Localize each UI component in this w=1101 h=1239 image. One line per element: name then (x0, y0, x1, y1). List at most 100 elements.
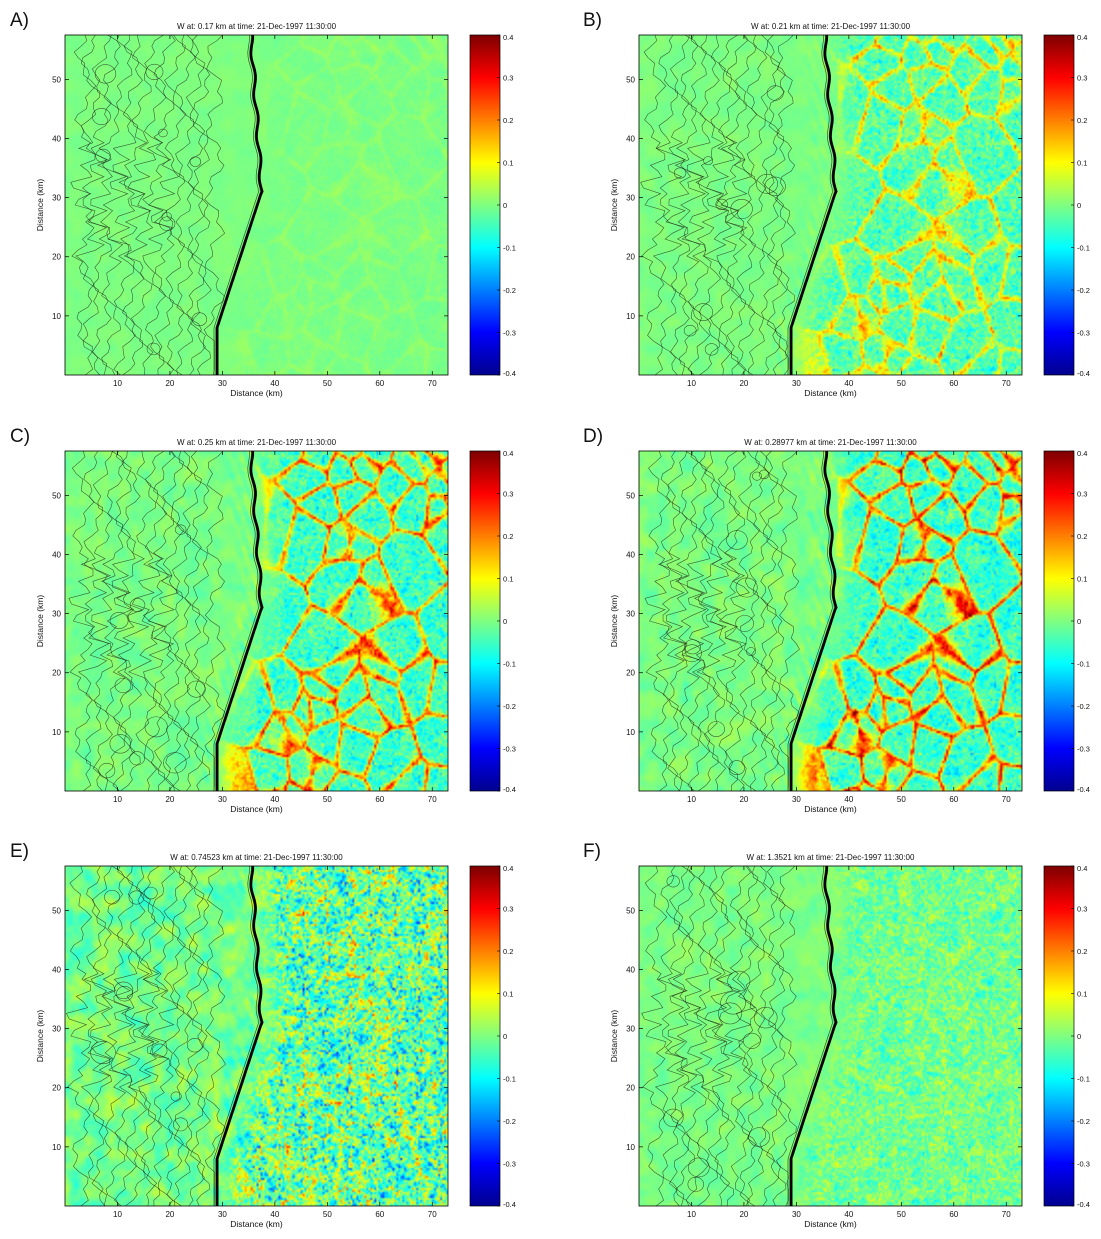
terrain-contour-ring (186, 680, 206, 698)
terrain-contour-ring (172, 1117, 189, 1132)
colorbar-tick-label: -0.1 (503, 1075, 516, 1084)
terrain-contour-ring (742, 1032, 761, 1049)
terrain-contour-ring (186, 1038, 203, 1053)
colorbar-tick-label: 0.3 (1077, 490, 1087, 499)
terrain-contour-ring (727, 970, 751, 992)
y-axis-label: Distance (km) (609, 1010, 619, 1063)
x-axis-label: Distance (km) (230, 804, 283, 814)
terrain-contour-ring (663, 1108, 684, 1128)
x-tick-label: 70 (428, 795, 437, 804)
y-axis-label: Distance (km) (609, 595, 619, 648)
y-tick-label: 20 (52, 1084, 61, 1093)
terrain-contour-ring (766, 85, 784, 101)
colorbar (1044, 35, 1074, 375)
colorbar-tick-label: 0 (1077, 617, 1081, 626)
colorbar-tick-label: 0.1 (503, 575, 513, 584)
x-tick-label: 20 (739, 795, 748, 804)
x-axis-label: Distance (km) (230, 1219, 283, 1229)
terrain-contour-line (190, 865, 211, 1207)
terrain-contour-line (121, 865, 155, 1207)
terrain-contour-line (759, 450, 780, 792)
terrain-contour-line (735, 34, 758, 376)
y-tick-label: 30 (626, 1025, 635, 1034)
colorbar-tick-label: 0.4 (1077, 864, 1087, 873)
x-tick-label: 10 (687, 795, 696, 804)
terrain-contour-ring (143, 886, 158, 900)
axes-frame (638, 865, 1023, 1207)
y-axis-label: Distance (km) (35, 595, 45, 648)
colorbar-tick-label: -0.3 (1077, 329, 1090, 338)
colorbar-tick-label: -0.2 (503, 286, 516, 295)
terrain-contour-line (681, 450, 711, 792)
terrain-contour-ring (735, 615, 754, 632)
terrain-contours (641, 865, 835, 1207)
terrain-contour-ring (673, 167, 687, 179)
panel-c: C) W at: 0.25 km at time: 21-Dec-1997 11:… (10, 426, 516, 814)
coastline (215, 35, 264, 375)
colorbar-tick-label: 0.1 (503, 159, 513, 168)
y-tick-label: 10 (52, 728, 61, 737)
x-tick-label: 40 (270, 379, 279, 388)
terrain-contour-line (147, 450, 179, 792)
panel-a: A) W at: 0.17 km at time: 21-Dec-1997 11:… (10, 10, 516, 398)
y-tick-label: 50 (626, 906, 635, 915)
terrain-contour-line (97, 34, 129, 376)
terrain-contour-line (655, 450, 689, 792)
colorbar-tick-label: -0.4 (503, 369, 516, 378)
x-axis-label: Distance (km) (804, 804, 857, 814)
terrain-contour-ring (109, 612, 129, 629)
terrain-contours (70, 34, 261, 376)
x-tick-label: 70 (428, 379, 437, 388)
terrain-contour-line (107, 34, 137, 376)
x-tick-label: 50 (323, 795, 332, 804)
terrain-contour-ring (726, 530, 748, 550)
terrain-contour-line (189, 450, 211, 792)
terrain-contour-line (100, 450, 133, 792)
terrain-contour-line (147, 865, 179, 1207)
y-tick-label: 20 (626, 253, 635, 262)
y-tick-label: 50 (52, 75, 61, 84)
terrain-contour-line (116, 450, 150, 792)
terrain-contour-line (203, 34, 226, 376)
panel-letter: E) (10, 841, 29, 862)
x-tick-label: 50 (897, 1210, 906, 1219)
terrain-contour-line (681, 34, 711, 376)
terrain-contour-ring (748, 1127, 770, 1147)
x-tick-label: 50 (323, 1210, 332, 1219)
y-tick-label: 50 (52, 491, 61, 500)
terrain-contour-line (736, 865, 759, 1207)
terrain-contour-line (123, 34, 157, 376)
x-tick-label: 10 (113, 1210, 122, 1219)
colorbar-tick-label: -0.1 (1077, 660, 1090, 669)
x-tick-label: 30 (218, 795, 227, 804)
y-tick-label: 20 (52, 253, 61, 262)
x-tick-label: 30 (218, 379, 227, 388)
terrain-contour-line (142, 450, 175, 792)
x-tick-label: 20 (165, 379, 174, 388)
colorbar-tick-label: -0.4 (503, 1200, 516, 1209)
terrain-contour-line (787, 865, 833, 1206)
colorbar-tick-label: 0.2 (1077, 116, 1087, 125)
terrain-contour-ring (687, 1176, 704, 1192)
colorbar-tick-label: 0.2 (503, 947, 513, 956)
terrain-contour-ring (720, 991, 746, 1015)
terrain-contour-ring (191, 312, 208, 327)
terrain-contour-line (172, 865, 194, 1207)
colorbar-tick-label: 0.2 (503, 532, 513, 541)
terrain-contour-ring (730, 198, 753, 220)
x-tick-label: 30 (792, 379, 801, 388)
x-tick-label: 40 (844, 795, 853, 804)
colorbar-tick-label: -0.2 (1077, 1117, 1090, 1126)
terrain-contour-line (118, 34, 152, 376)
terrain-contour-line (127, 865, 160, 1207)
y-tick-label: 40 (52, 550, 61, 559)
x-tick-label: 30 (218, 1210, 227, 1219)
terrain-contour-line (665, 34, 691, 376)
y-tick-label: 30 (52, 194, 61, 203)
x-tick-label: 60 (375, 1210, 384, 1219)
terrain-contour-line (213, 865, 259, 1206)
y-tick-label: 10 (626, 728, 635, 737)
terrain-contour-ring (95, 148, 111, 163)
terrain-contour-ring (114, 677, 132, 693)
terrain-contour-line (163, 865, 186, 1207)
